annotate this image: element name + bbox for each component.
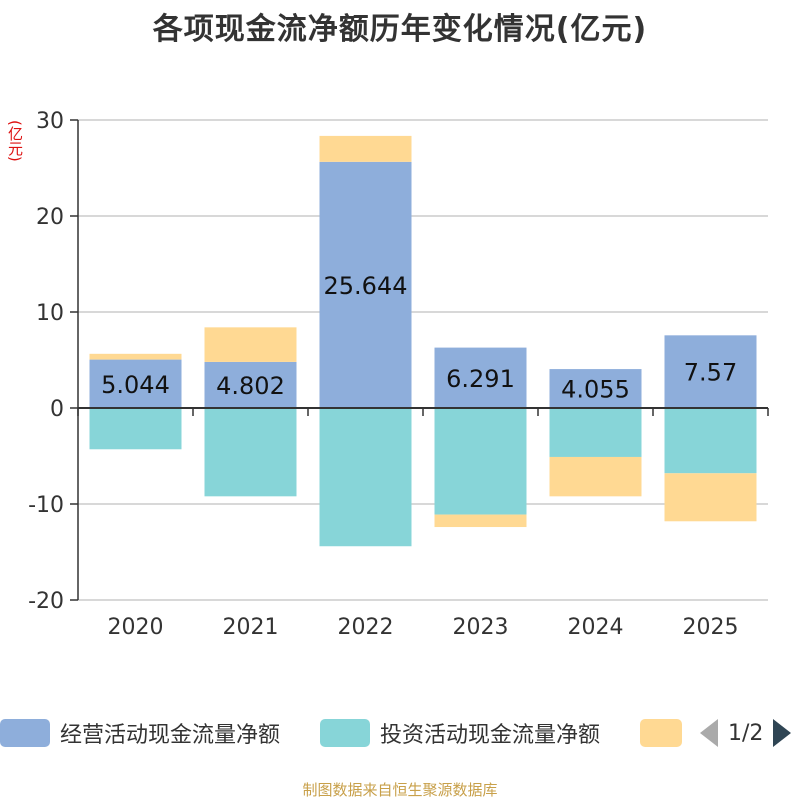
legend-swatch-financing: [640, 719, 682, 747]
bars: [89, 135, 757, 547]
y-axis-unit-label: (亿元): [6, 120, 24, 162]
bar-2020-series-2: [89, 353, 182, 360]
legend-item-operating[interactable]: 经营活动现金流量净额: [0, 716, 280, 750]
x-tick-label-2023: 2023: [453, 615, 509, 640]
x-tick-label-2025: 2025: [683, 615, 739, 640]
bar-2022-series-1: [319, 408, 412, 547]
y-tick-label: 30: [36, 109, 64, 134]
bar-2025-series-0: [664, 335, 757, 408]
bar-2023-series-1: [434, 408, 527, 515]
bar-2021-series-1: [204, 408, 297, 497]
y-tick-label: 20: [36, 205, 64, 230]
x-tick-label-2020: 2020: [108, 615, 164, 640]
y-tick-label: -20: [28, 589, 64, 614]
legend-next-page-icon[interactable]: [773, 719, 792, 747]
legend: 经营活动现金流量净额 投资活动现金流量净额 1/2: [0, 716, 800, 750]
axes: 30 20 10 0 -10 -20 2020 2021 2022 2023 2024 2025: [28, 109, 769, 640]
x-tick-label-2021: 2021: [223, 615, 279, 640]
legend-item-financing[interactable]: [640, 716, 682, 750]
legend-swatch-operating: [0, 719, 50, 747]
chart-title: 各项现金流净额历年变化情况(亿元): [152, 12, 648, 47]
bar-2020-series-0: [89, 359, 182, 408]
bar-2020-series-1: [89, 408, 182, 450]
data-labels: 5.044 4.802 25.644 6.291 4.055 7.57: [101, 272, 737, 404]
bar-2021-series-2: [204, 327, 297, 362]
stacked-bar-chart: 30 20 10 0 -10 -20 2020 2021 2022 2023 2024 2025 5.…: [28, 109, 769, 640]
bar-2022-series-2: [319, 135, 412, 162]
legend-item-investing[interactable]: 投资活动现金流量净额: [320, 716, 600, 750]
x-tick-label-2024: 2024: [568, 615, 624, 640]
y-tick-label: 10: [36, 301, 64, 326]
bar-2025-series-1: [664, 408, 757, 474]
x-tick-label-2022: 2022: [338, 615, 394, 640]
bar-2024-series-0: [549, 369, 642, 408]
bar-2022-series-0: [319, 161, 412, 408]
data-label-2020: 5.044: [101, 371, 170, 399]
bar-2025-series-2: [664, 473, 757, 522]
y-tick-label: -10: [28, 493, 64, 518]
bar-2024-series-1: [549, 408, 642, 457]
data-label-2022: 25.644: [324, 272, 408, 300]
legend-prev-page-icon[interactable]: [700, 719, 718, 747]
legend-pager: 1/2: [700, 716, 792, 750]
bar-2024-series-2: [549, 456, 642, 497]
gridlines: [78, 119, 768, 601]
data-label-2025: 7.57: [684, 359, 737, 387]
legend-label-investing: 投资活动现金流量净额: [380, 723, 601, 748]
bar-2023-series-0: [434, 347, 527, 408]
legend-label-operating: 经营活动现金流量净额: [60, 723, 281, 748]
bar-2023-series-2: [434, 514, 527, 528]
data-source-note: 制图数据来自恒生聚源数据库: [302, 781, 498, 799]
data-label-2024: 4.055: [561, 376, 630, 404]
legend-swatch-investing: [320, 719, 370, 747]
bar-2021-series-0: [204, 361, 297, 408]
legend-page-indicator: 1/2: [728, 720, 764, 746]
data-label-2021: 4.802: [216, 372, 285, 400]
data-label-2023: 6.291: [446, 365, 515, 393]
y-tick-label: 0: [50, 397, 64, 422]
